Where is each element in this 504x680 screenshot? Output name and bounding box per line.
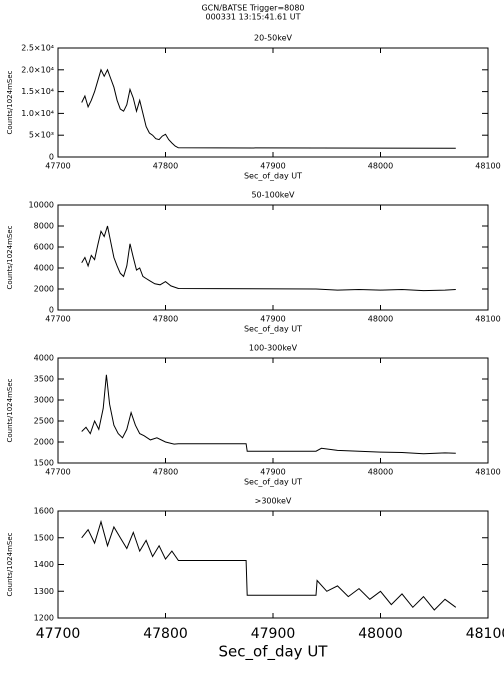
y-tick-label: 1.0×10⁴ bbox=[21, 109, 54, 118]
plot-frame bbox=[57, 510, 489, 619]
y-tick-label: 2500 bbox=[34, 417, 54, 426]
x-axis-label: Sec_of_day UT bbox=[244, 172, 302, 181]
y-tick-label: 1500 bbox=[34, 459, 54, 468]
panel-title: 100-300keV bbox=[249, 344, 298, 353]
x-tick-label: 48100 bbox=[475, 315, 500, 324]
panel-title: >300keV bbox=[255, 497, 292, 506]
x-tick-label: 48100 bbox=[466, 626, 504, 642]
y-tick-label: 4000 bbox=[34, 354, 54, 363]
y-tick-label: 1200 bbox=[34, 614, 54, 623]
panel-title: 50-100keV bbox=[251, 191, 295, 200]
y-tick-label: 1500 bbox=[34, 533, 54, 542]
x-tick-label: 48000 bbox=[368, 162, 393, 171]
x-tick-label: 47900 bbox=[260, 162, 285, 171]
y-tick-label: 1600 bbox=[34, 507, 54, 516]
x-axis-label: Sec_of_day UT bbox=[219, 643, 329, 662]
y-axis-label: Counts/1024mSec bbox=[6, 70, 14, 134]
y-tick-label: 2000 bbox=[34, 438, 54, 447]
x-tick-label: 47700 bbox=[45, 468, 70, 477]
y-axis-label: Counts/1024mSec bbox=[6, 378, 14, 442]
x-tick-label: 47900 bbox=[251, 626, 296, 642]
data-line bbox=[81, 519, 457, 611]
x-tick-label: 47800 bbox=[153, 468, 178, 477]
page-title: GCN/BATSE Trigger=8080 bbox=[201, 4, 304, 13]
y-axis-label: Counts/1024mSec bbox=[6, 532, 14, 596]
x-tick-label: 47800 bbox=[153, 315, 178, 324]
plot-frame bbox=[57, 357, 489, 464]
x-tick-label: 48000 bbox=[368, 468, 393, 477]
plot-frame bbox=[57, 47, 489, 158]
panel-title: 20-50keV bbox=[254, 34, 293, 43]
x-tick-label: 48000 bbox=[368, 315, 393, 324]
y-tick-label: 1300 bbox=[34, 587, 54, 596]
y-tick-label: 3500 bbox=[34, 375, 54, 384]
x-tick-label: 47700 bbox=[45, 315, 70, 324]
y-tick-label: 10000 bbox=[29, 201, 54, 210]
data-line bbox=[81, 225, 456, 292]
x-tick-label: 47800 bbox=[143, 626, 188, 642]
y-axis-label: Counts/1024mSec bbox=[6, 225, 14, 289]
x-tick-label: 47900 bbox=[260, 315, 285, 324]
y-tick-label: 1.5×10⁴ bbox=[21, 87, 54, 96]
x-tick-label: 48100 bbox=[475, 162, 500, 171]
x-tick-label: 47800 bbox=[153, 162, 178, 171]
y-tick-label: 2000 bbox=[34, 285, 54, 294]
x-tick-label: 48000 bbox=[358, 626, 403, 642]
y-tick-label: 2.0×10⁴ bbox=[21, 65, 54, 74]
y-tick-label: 5×10³ bbox=[29, 131, 54, 140]
x-tick-label: 48100 bbox=[475, 468, 500, 477]
x-tick-label: 47700 bbox=[45, 162, 70, 171]
data-line bbox=[81, 374, 456, 455]
page-subtitle: 000331 13:15:41.61 UT bbox=[205, 13, 300, 22]
y-tick-label: 8000 bbox=[34, 222, 54, 231]
x-axis-label: Sec_of_day UT bbox=[244, 325, 302, 334]
y-tick-label: 6000 bbox=[34, 243, 54, 252]
y-tick-label: 0 bbox=[49, 153, 54, 162]
plot-frame bbox=[57, 204, 489, 311]
x-tick-label: 47700 bbox=[36, 626, 81, 642]
y-tick-label: 4000 bbox=[34, 264, 54, 273]
y-tick-label: 2.5×10⁴ bbox=[21, 44, 54, 53]
x-tick-label: 47900 bbox=[260, 468, 285, 477]
y-tick-label: 3000 bbox=[34, 396, 54, 405]
y-tick-label: 1400 bbox=[34, 560, 54, 569]
data-line bbox=[81, 68, 456, 149]
y-tick-label: 0 bbox=[49, 306, 54, 315]
x-axis-label: Sec_of_day UT bbox=[244, 478, 302, 487]
